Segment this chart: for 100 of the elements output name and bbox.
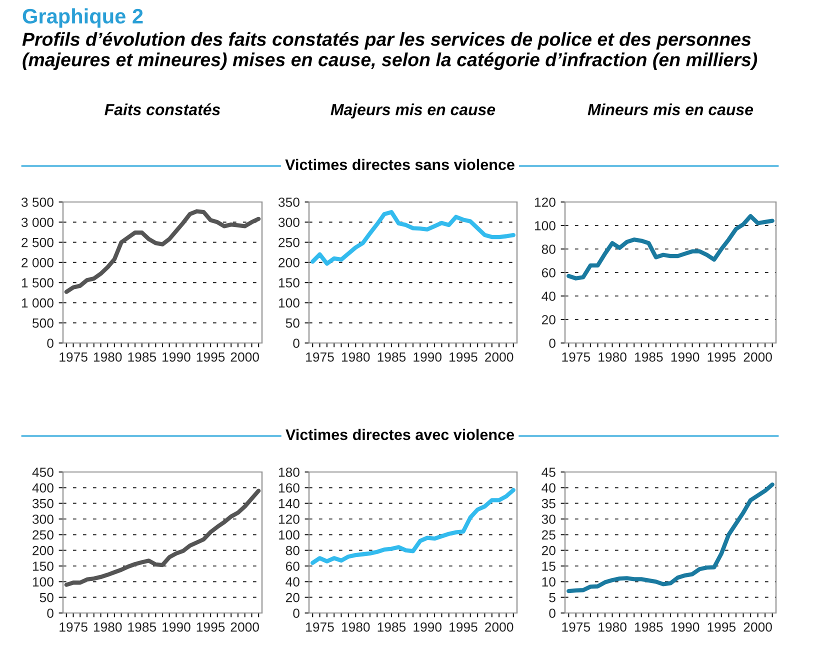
x-tick-label: 1985 <box>635 352 663 362</box>
x-tick-label: 1995 <box>450 352 478 362</box>
x-tick-label: 2000 <box>230 622 260 632</box>
x-tick-label: 1990 <box>671 622 700 632</box>
line-series <box>310 488 516 565</box>
x-tick-label: 1975 <box>60 622 88 632</box>
x-tick-label: 2000 <box>744 622 772 632</box>
line-series <box>566 482 774 594</box>
y-tick-label: 5 <box>549 593 556 602</box>
chart-title: Mineurs mis en cause <box>588 104 754 116</box>
y-tick-label: 1 500 <box>22 278 54 288</box>
x-tick-label: 1995 <box>196 352 225 362</box>
x-tick-label: 1995 <box>708 352 736 362</box>
y-tick-label: 50 <box>40 592 54 602</box>
x-tick-label: 1985 <box>378 622 406 632</box>
x-tick-label: 1990 <box>162 622 190 632</box>
y-tick-label: 450 <box>32 468 54 477</box>
y-tick-label: 500 <box>32 318 54 328</box>
y-tick-label: 80 <box>542 244 556 254</box>
y-tick-label: 35 <box>542 498 556 508</box>
y-tick-label: 3 000 <box>21 218 54 228</box>
x-tick-label: 1990 <box>414 352 442 362</box>
x-tick-label: 1980 <box>598 622 626 632</box>
y-tick-label: 25 <box>542 530 556 540</box>
y-tick-label: 0 <box>549 338 556 348</box>
x-tick-label: 1980 <box>94 352 122 362</box>
y-tick-label: 60 <box>542 268 556 278</box>
x-tick-label: 1980 <box>342 622 370 632</box>
chart-title: Majeurs mis en cause <box>330 104 496 118</box>
y-tick-label: 2 000 <box>22 258 54 268</box>
y-tick-label: 45 <box>542 468 556 477</box>
y-tick-label: 300 <box>278 218 300 228</box>
y-tick-label: 0 <box>47 338 54 348</box>
y-tick-label: 300 <box>32 514 54 524</box>
y-tick-label: 20 <box>286 592 300 602</box>
y-tick-label: 200 <box>32 546 54 556</box>
line-series <box>310 210 516 266</box>
chart-title: Faits constatés <box>104 103 220 116</box>
x-tick-label: 1975 <box>306 352 334 362</box>
y-tick-label: 150 <box>32 562 54 571</box>
text: Victimes directes sans violence <box>285 158 514 170</box>
y-tick-label: 0 <box>549 608 556 618</box>
y-tick-label: 250 <box>32 530 54 540</box>
y-tick-label: 15 <box>542 562 556 571</box>
y-tick-label: 120 <box>534 198 556 207</box>
x-tick-label: 1990 <box>414 622 442 632</box>
x-tick-label: 1975 <box>562 352 590 362</box>
x-tick-label: 1985 <box>128 622 156 632</box>
line-series <box>64 209 261 294</box>
text: Profils d’évolution des faits constatés par les services de police et des personnes (majeures et mineures) mises en cause, selon la catégorie d’infraction (en milliers) <box>22 32 758 70</box>
x-tick-label: 1995 <box>708 622 736 632</box>
y-tick-label: 350 <box>278 198 300 207</box>
text: Victimes directes avec violence <box>286 428 514 440</box>
y-tick-label: 180 <box>278 468 300 477</box>
line-series <box>64 488 261 587</box>
y-tick-label: 60 <box>286 562 300 571</box>
y-tick-label: 50 <box>286 318 300 328</box>
y-tick-label: 80 <box>286 546 300 556</box>
y-tick-label: 3 500 <box>21 198 54 207</box>
y-tick-label: 100 <box>534 221 556 230</box>
y-tick-label: 100 <box>32 577 54 587</box>
x-tick-label: 1975 <box>306 622 334 632</box>
y-tick-label: 1 000 <box>22 298 54 308</box>
y-tick-label: 2 500 <box>22 238 54 248</box>
x-tick-label: 1985 <box>635 622 663 632</box>
text: Graphique 2 <box>22 8 143 28</box>
x-tick-label: 1975 <box>60 352 88 362</box>
y-tick-label: 30 <box>542 514 556 524</box>
y-tick-label: 40 <box>542 483 556 493</box>
x-tick-label: 1980 <box>342 352 370 362</box>
x-tick-label: 2000 <box>485 352 514 362</box>
y-tick-label: 120 <box>278 514 300 524</box>
y-tick-label: 200 <box>278 258 300 268</box>
y-tick-label: 250 <box>278 238 300 248</box>
y-tick-label: 40 <box>286 577 300 587</box>
x-tick-label: 1990 <box>671 352 700 362</box>
x-tick-label: 2000 <box>485 622 514 632</box>
x-tick-label: 1985 <box>128 352 156 362</box>
y-tick-label: 100 <box>278 530 300 540</box>
x-tick-label: 1995 <box>450 622 478 632</box>
y-tick-label: 20 <box>542 546 556 556</box>
y-tick-label: 350 <box>32 498 54 508</box>
x-tick-label: 2000 <box>744 352 772 362</box>
y-tick-label: 40 <box>542 292 556 301</box>
x-tick-label: 1980 <box>598 352 626 362</box>
y-tick-label: 100 <box>278 298 300 308</box>
y-tick-label: 20 <box>542 315 556 324</box>
x-tick-label: 1975 <box>562 622 590 632</box>
y-tick-label: 400 <box>32 483 54 493</box>
x-tick-label: 2000 <box>230 352 260 362</box>
y-tick-label: 0 <box>293 608 300 618</box>
y-tick-label: 140 <box>278 498 300 508</box>
y-tick-label: 10 <box>542 577 556 587</box>
x-tick-label: 1980 <box>94 622 122 632</box>
x-tick-label: 1995 <box>196 622 225 632</box>
y-tick-label: 0 <box>47 608 54 618</box>
x-tick-label: 1985 <box>378 352 406 362</box>
y-tick-label: 160 <box>278 483 300 493</box>
x-tick-label: 1990 <box>162 352 190 362</box>
y-tick-label: 150 <box>278 278 300 288</box>
